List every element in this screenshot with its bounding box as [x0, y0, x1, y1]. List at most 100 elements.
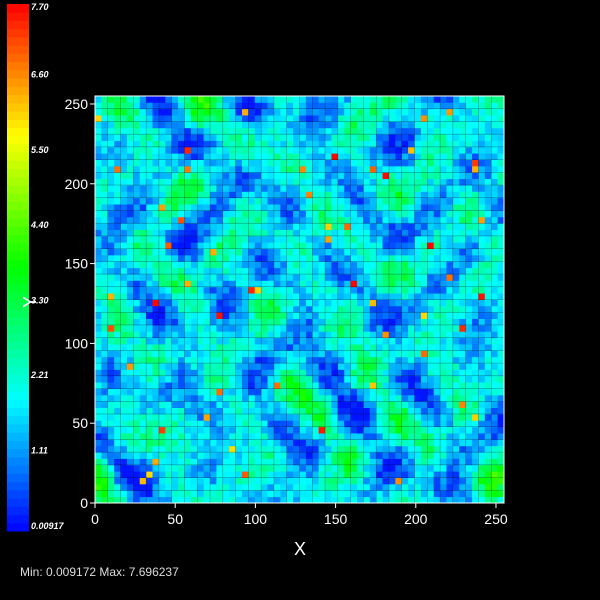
heatmap-cell	[273, 115, 281, 122]
heatmap-cell	[280, 299, 288, 307]
heatmap-cell	[120, 471, 128, 478]
heatmap-cell	[363, 261, 371, 269]
heatmap-cell	[491, 420, 499, 428]
heatmap-cell	[190, 375, 198, 383]
heatmap-cell	[120, 299, 128, 307]
heatmap-cell	[408, 159, 415, 167]
heatmap-cell	[401, 153, 409, 160]
heatmap-cell	[293, 146, 300, 154]
heatmap-cell	[401, 108, 409, 116]
heatmap-cell	[210, 299, 217, 307]
heatmap-cell	[318, 382, 326, 389]
heatmap-cell	[472, 102, 479, 110]
heatmap-cell	[363, 280, 371, 288]
heatmap-cell	[133, 363, 141, 370]
heatmap-cell	[133, 254, 141, 262]
heatmap-cell	[107, 229, 115, 237]
heatmap-cell	[376, 426, 383, 434]
heatmap-cell	[395, 210, 403, 218]
heatmap-cell	[126, 261, 134, 269]
heatmap-cell	[440, 191, 447, 199]
heatmap-cell	[178, 280, 185, 288]
heatmap-cell	[216, 382, 224, 389]
heatmap-cell	[484, 235, 492, 243]
heatmap-cell	[254, 153, 262, 160]
heatmap-cell	[139, 140, 147, 148]
heatmap-cell	[299, 388, 307, 396]
heatmap-cell	[497, 356, 505, 364]
heatmap-cell	[273, 223, 281, 230]
heatmap-cell	[197, 286, 205, 294]
heatmap-cell	[440, 261, 447, 269]
heatmap-cell	[478, 407, 486, 415]
heatmap-cell	[197, 394, 205, 402]
heatmap-cell	[344, 248, 352, 256]
heatmap-cell	[478, 420, 486, 428]
heatmap-cell	[446, 216, 454, 224]
heatmap-cell	[286, 439, 294, 447]
heatmap-cell	[293, 356, 300, 364]
heatmap-cell	[248, 96, 256, 103]
heatmap-cell	[101, 185, 109, 192]
heatmap-cell	[401, 216, 409, 224]
heatmap-cell	[388, 165, 396, 173]
heatmap-cell	[318, 477, 326, 485]
heatmap-cell	[440, 299, 447, 307]
heatmap-cell	[139, 121, 147, 129]
heatmap-cell	[357, 350, 364, 358]
heatmap-cell	[254, 204, 262, 211]
heatmap-cell	[114, 445, 121, 453]
heatmap-cell	[216, 369, 224, 377]
heatmap-cell	[484, 471, 492, 478]
heatmap-cell	[126, 350, 134, 358]
heatmap-cell	[478, 178, 486, 186]
heatmap-cell	[254, 102, 262, 110]
heatmap-cell	[478, 439, 486, 447]
heatmap-cell	[210, 185, 217, 192]
heatmap-cell	[472, 439, 479, 447]
heatmap-cell	[433, 216, 441, 224]
heatmap-cell	[305, 394, 313, 402]
heatmap-cell	[120, 115, 128, 122]
heatmap-cell	[229, 191, 236, 199]
heatmap-cell	[241, 394, 249, 402]
heatmap-cell	[427, 496, 435, 504]
heatmap-cell	[254, 312, 262, 319]
heatmap-cell	[433, 496, 441, 504]
heatmap-cell	[382, 96, 390, 103]
heatmap-cell	[210, 426, 217, 434]
heatmap-cell	[190, 318, 198, 326]
heatmap-cell	[241, 344, 249, 351]
heatmap-cell	[331, 235, 339, 243]
heatmap-cell	[452, 356, 460, 364]
heatmap-cell	[446, 223, 454, 230]
heatmap-cell	[427, 293, 435, 300]
heatmap-cell	[248, 439, 256, 447]
heatmap-cell	[273, 439, 281, 447]
heatmap-cell	[139, 350, 147, 358]
heatmap-cell	[254, 235, 262, 243]
heatmap-cell	[139, 318, 147, 326]
heatmap-cell	[497, 445, 505, 453]
heatmap-cell	[325, 350, 332, 358]
heatmap-cell	[190, 356, 198, 364]
heatmap-cell	[357, 299, 364, 307]
heatmap-cell	[497, 464, 505, 472]
heatmap-cell	[325, 153, 332, 160]
heatmap-cell	[261, 293, 268, 300]
heatmap-cell	[472, 159, 479, 167]
heatmap-cell	[484, 229, 492, 237]
heatmap-cell	[388, 312, 396, 319]
heatmap-cell	[484, 102, 492, 110]
heatmap-cell	[152, 483, 160, 491]
heatmap-cell	[120, 407, 128, 415]
heatmap-cell	[254, 229, 262, 237]
heatmap-cell	[286, 267, 294, 275]
heatmap-cell	[459, 350, 467, 358]
heatmap-cell	[376, 140, 383, 148]
heatmap-cell	[241, 115, 249, 122]
heatmap-cell	[401, 433, 409, 440]
heatmap-cell	[446, 452, 454, 459]
heatmap-cell	[478, 452, 486, 459]
heatmap-cell	[472, 280, 479, 288]
